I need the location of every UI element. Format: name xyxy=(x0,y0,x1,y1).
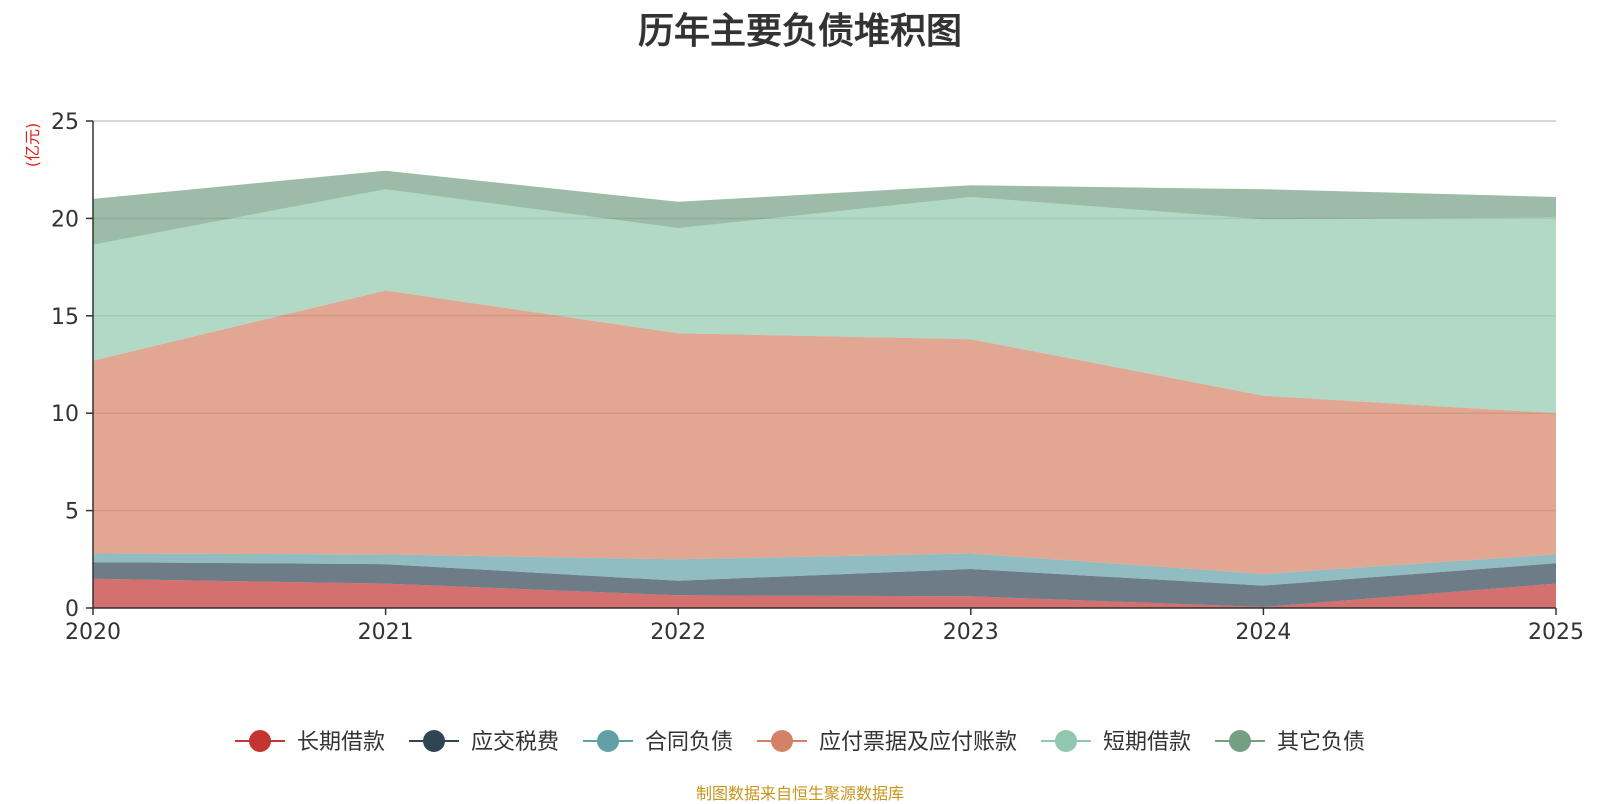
area-series-2 xyxy=(93,562,1556,607)
legend-item: 短期借款 xyxy=(1041,730,1191,755)
y-tick-label: 10 xyxy=(51,402,79,427)
legend-item: 应交税费 xyxy=(409,730,559,755)
legend-marker xyxy=(1055,730,1077,752)
x-tick-label: 2021 xyxy=(358,620,414,645)
x-tick-label: 2020 xyxy=(65,620,121,645)
area-layer xyxy=(93,170,1556,608)
y-tick-label: 20 xyxy=(51,207,79,232)
source-note: 制图数据来自恒生聚源数据库 xyxy=(695,784,904,803)
legend-marker xyxy=(249,730,271,752)
legend-item: 合同负债 xyxy=(583,730,733,755)
legend-item: 长期借款 xyxy=(235,730,385,755)
legend-marker xyxy=(423,730,445,752)
legend-item: 应付票据及应付账款 xyxy=(757,730,1017,755)
y-axis-unit-label: (亿元) xyxy=(23,123,42,168)
legend-label: 其它负债 xyxy=(1277,730,1365,755)
chart-title: 历年主要负债堆积图 xyxy=(637,11,962,52)
x-tick-label: 2022 xyxy=(650,620,706,645)
legend-label: 合同负债 xyxy=(645,730,733,755)
legend-label: 应交税费 xyxy=(471,730,559,755)
legend-marker xyxy=(1229,730,1251,752)
area-series-1 xyxy=(93,578,1556,608)
x-tick-label: 2025 xyxy=(1528,620,1584,645)
legend-marker xyxy=(771,730,793,752)
y-tick-label: 15 xyxy=(51,305,79,330)
y-tick-label: 25 xyxy=(51,110,79,135)
x-tick-label: 2023 xyxy=(943,620,999,645)
legend-label: 应付票据及应付账款 xyxy=(819,730,1017,755)
legend-marker xyxy=(597,730,619,752)
x-tick-label: 2024 xyxy=(1235,620,1291,645)
legend-label: 长期借款 xyxy=(297,730,385,755)
legend-label: 短期借款 xyxy=(1103,730,1191,755)
area-series-3 xyxy=(93,553,1556,586)
area-series-4 xyxy=(93,290,1556,574)
legend: 长期借款 应交税费 合同负债 应付票据及应付账款 短期借款 其它负债 xyxy=(235,730,1365,755)
area-series-5 xyxy=(93,189,1556,414)
y-tick-label: 5 xyxy=(65,500,79,525)
legend-item: 其它负债 xyxy=(1215,730,1365,755)
area-series-6 xyxy=(93,170,1556,245)
y-tick-label: 0 xyxy=(65,597,79,622)
